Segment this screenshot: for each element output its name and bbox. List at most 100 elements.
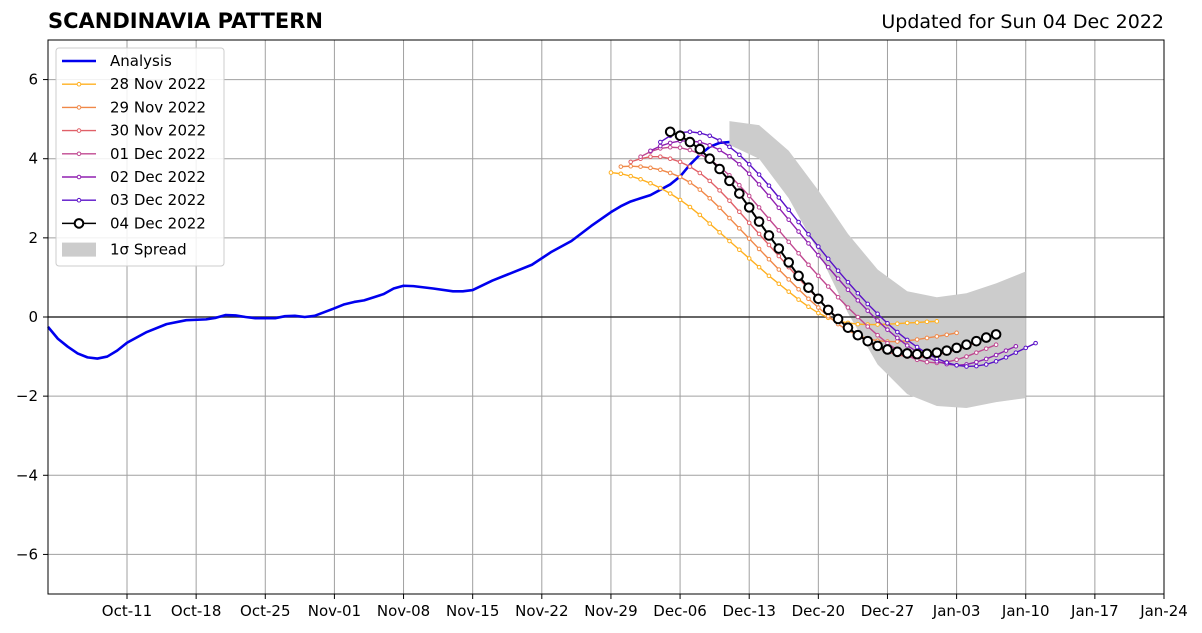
data-point [941,345,953,356]
data-point [694,143,706,155]
data-point [786,217,792,222]
data-point [697,187,703,192]
x-tick-label: Jan-10 [1001,602,1050,620]
x-tick-label: Dec-06 [653,602,707,620]
legend-label: 1σ Spread [110,241,187,259]
data-point [628,163,633,169]
data-point [618,164,624,169]
data-point [707,178,712,184]
x-tick-label: Nov-08 [377,602,430,620]
data-point [783,257,795,268]
data-point [786,239,792,245]
data-point [658,154,663,160]
legend: Analysis 28 Nov 2022 29 Nov 2022 30 Nov 202… [55,47,225,267]
data-point [677,145,683,150]
data-point [746,220,752,226]
data-point [865,308,871,313]
data-point [842,322,854,333]
chart-title: SCANDINAVIA PATTERN [48,9,323,33]
data-point [756,182,762,187]
data-point [608,170,614,175]
legend-entry: 04 Dec 2022 [62,214,206,232]
data-point [845,287,851,292]
data-point [954,357,959,363]
data-point [875,318,880,323]
spread-band [729,121,1026,409]
legend-label: 30 Nov 2022 [110,122,206,140]
data-point [832,313,844,325]
forecast-series [618,163,959,344]
legend-entry: 30 Nov 2022 [62,122,206,140]
data-point [737,247,742,253]
data-point [934,319,940,324]
data-point [882,344,893,355]
data-point [983,346,989,351]
data-point [638,176,643,182]
legend-entry: 1σ Spread [62,241,187,259]
data-point [934,334,940,339]
data-point [756,205,762,210]
legend-entry: 03 Dec 2022 [62,191,206,209]
data-point [648,148,653,154]
data-point [875,322,880,327]
data-point [974,363,979,369]
data-point [746,161,752,167]
legend-box [55,47,225,267]
legend-swatch [62,242,96,257]
data-point [855,298,861,303]
data-point [638,164,643,169]
data-point [806,296,811,302]
data-point [904,337,910,343]
data-point [684,136,696,148]
legend-marker [76,151,82,157]
data-point [816,310,821,316]
data-point [895,339,900,344]
data-point [628,173,633,179]
plot-frame [47,39,1165,595]
axes: Oct-11 Oct-18 Oct-25 Nov-01 Nov-08 Nov-15 Nov-… [16,39,1188,620]
data-point [638,154,643,160]
data-point [677,174,683,180]
data-point [813,293,824,305]
data-point [714,163,725,175]
data-point [796,297,801,302]
data-point [904,343,910,348]
data-point [628,159,633,165]
data-point [707,133,712,139]
data-point [971,335,982,347]
data-point [954,330,959,336]
data-point [618,171,624,177]
legend-entry: 02 Dec 2022 [62,168,206,186]
data-point [786,277,792,282]
legend-marker [76,174,82,180]
data-point [727,238,732,244]
legend-entry: Analysis [62,52,172,70]
data-point [717,230,722,235]
data-point [737,182,742,188]
data-point [776,267,782,272]
data-point [1013,343,1019,349]
legend-entry: 29 Nov 2022 [62,98,206,116]
x-tick-label: Oct-18 [171,602,221,620]
legend-marker [73,218,85,229]
data-point [793,270,804,282]
data-point [954,362,959,368]
data-point [806,304,811,310]
data-point [825,284,831,289]
legend-marker [76,128,82,133]
data-point [806,241,811,246]
data-point [766,242,772,248]
data-point [895,329,900,335]
data-point [786,289,792,294]
data-point [756,231,762,237]
y-tick-label: −4 [16,466,38,484]
data-point [825,256,831,262]
data-point [806,262,811,268]
y-tick-label: −2 [16,387,38,405]
data-point [914,344,920,350]
legend-label: Analysis [110,52,172,70]
y-tick-label: 6 [28,71,38,89]
data-point [737,209,742,215]
data-point [796,250,801,256]
